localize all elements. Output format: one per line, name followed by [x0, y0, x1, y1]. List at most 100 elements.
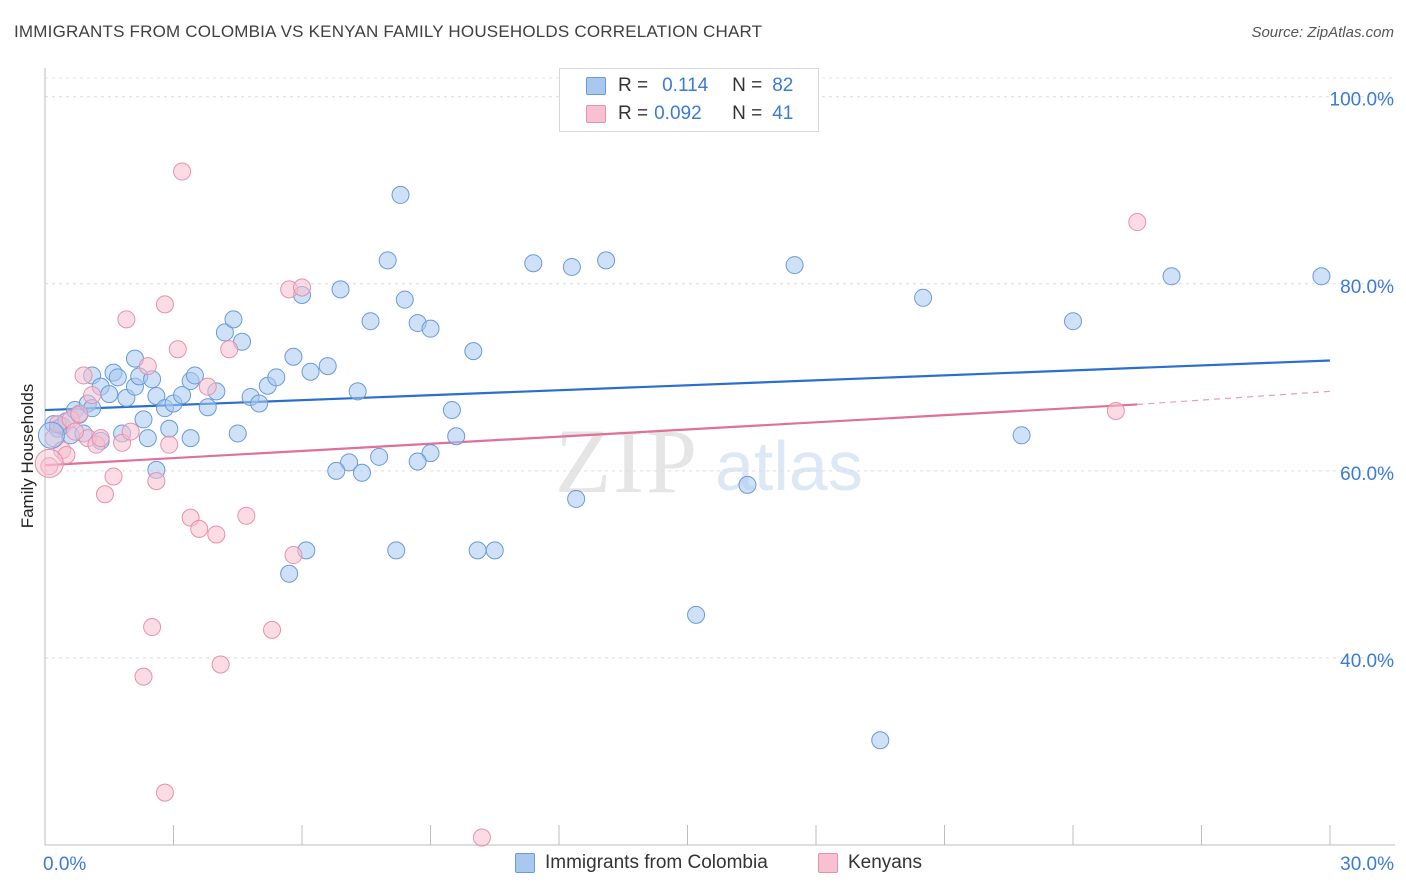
bottom-legend-label: Immigrants from Colombia	[545, 852, 768, 873]
blue-data-point	[597, 251, 616, 270]
blue-data-point	[1012, 426, 1031, 445]
pink-data-point	[134, 667, 153, 686]
blue-data-point	[562, 257, 581, 276]
blue-data-point	[100, 385, 119, 404]
blue-data-point	[250, 394, 269, 413]
blue-data-point	[108, 368, 127, 387]
blue-data-point	[370, 447, 389, 466]
pink-data-point	[40, 457, 59, 476]
blue-data-point	[421, 444, 440, 463]
blue-data-point	[914, 288, 933, 307]
blue-data-point	[361, 312, 380, 331]
pink-data-point	[263, 620, 282, 639]
legend-n-value: 82	[772, 75, 794, 96]
pink-data-point	[284, 546, 303, 565]
blue-data-point	[1064, 312, 1082, 331]
blue-data-point	[395, 290, 414, 309]
blue-data-point-large	[37, 421, 65, 449]
blue-data-point	[327, 461, 346, 480]
blue-data-point	[198, 398, 217, 417]
pink-data-point	[147, 472, 166, 491]
pink-data-point	[117, 310, 136, 329]
blue-data-point	[215, 323, 234, 342]
blue-data-point	[173, 386, 192, 405]
legend-swatch-pink	[586, 105, 606, 123]
blue-data-point	[1162, 267, 1181, 286]
points-layer	[34, 162, 1331, 847]
y-axis-label: Family Households	[18, 383, 37, 529]
legend-row-kenyans: R = 0.092 N = 41	[586, 101, 793, 127]
blue-data-point	[442, 401, 461, 420]
blue-data-point	[447, 427, 466, 446]
correlation-legend: R = 0.114 N = 82 R = 0.092 N = 41	[559, 68, 819, 132]
pink-data-point	[83, 386, 102, 405]
pink-data-point	[143, 618, 162, 637]
legend-r-label: R =	[618, 103, 649, 124]
legend-r-value: 0.114	[662, 75, 709, 96]
pink-data-point	[190, 519, 209, 538]
pink-data-point	[1128, 213, 1147, 232]
bottom-legend-swatch-blue	[515, 853, 535, 873]
blue-data-point	[485, 541, 504, 560]
legend-swatch-blue	[586, 77, 606, 95]
pink-data-point	[104, 467, 123, 486]
axis-layer	[44, 68, 1395, 846]
blue-data-point	[1312, 267, 1331, 286]
y-tick-label: 100.0%	[1330, 90, 1395, 111]
blue-data-point	[387, 541, 406, 560]
blue-data-point	[352, 463, 371, 482]
watermark-atlas: atlas	[715, 427, 863, 505]
y-tick-label: 80.0%	[1340, 277, 1394, 298]
pink-data-point	[472, 828, 491, 847]
blue-data-point	[160, 419, 179, 438]
blue-data-point	[871, 731, 890, 750]
grid-layer	[45, 77, 1395, 659]
blue-data-point	[280, 564, 299, 583]
y-tick-label: 60.0%	[1340, 464, 1394, 485]
x-tick-label: 0.0%	[43, 854, 86, 875]
legend-n-label: N =	[732, 103, 763, 124]
legend-r-value: 0.092	[654, 103, 702, 124]
blue-data-point	[391, 185, 410, 204]
blue-data-point	[468, 541, 487, 560]
legend-row-colombia: R = 0.114 N = 82	[586, 73, 793, 99]
pink-data-point	[160, 435, 179, 454]
blue-data-point	[567, 489, 586, 508]
tick-label-layer: 40.0% 60.0% 80.0% 100.0% 0.0% 30.0%	[43, 90, 1394, 875]
pink-data-point	[211, 655, 230, 674]
pink-trend-extension	[1137, 390, 1331, 406]
legend-n-label: N =	[732, 75, 763, 96]
blue-data-point	[147, 387, 166, 406]
bottom-legend-swatch-pink	[818, 853, 838, 873]
watermark: ZIP atlas	[555, 410, 863, 512]
pink-data-point	[1106, 401, 1125, 420]
blue-data-point	[331, 280, 350, 299]
pink-data-point	[121, 422, 140, 441]
pink-data-point	[70, 404, 89, 423]
blue-data-point	[785, 256, 804, 275]
pink-data-point	[207, 525, 226, 544]
blue-data-point	[421, 319, 440, 338]
chart-source: Source: ZipAtlas.com	[1251, 24, 1394, 41]
pink-data-point	[237, 506, 256, 525]
blue-data-point	[138, 429, 157, 448]
blue-data-point	[408, 452, 427, 471]
pink-data-point	[65, 422, 84, 441]
legend-r-label: R =	[618, 75, 649, 96]
chart-title: IMMIGRANTS FROM COLOMBIA VS KENYAN FAMIL…	[14, 22, 763, 41]
blue-data-point	[687, 605, 706, 624]
blue-data-point	[524, 254, 543, 273]
blue-data-point	[134, 410, 153, 429]
pink-trend-line	[44, 403, 1138, 467]
blue-data-point	[228, 424, 247, 443]
blue-trend-line	[44, 359, 1331, 412]
pink-data-point	[198, 377, 217, 396]
pink-data-point	[74, 366, 93, 385]
pink-data-point	[138, 357, 157, 376]
pink-data-point	[155, 295, 174, 314]
bottom-legend-colombia: Immigrants from Colombia	[515, 852, 768, 874]
blue-data-point	[181, 429, 200, 448]
pink-data-point	[155, 783, 174, 802]
bottom-legend-kenyans: Kenyans	[818, 852, 922, 874]
